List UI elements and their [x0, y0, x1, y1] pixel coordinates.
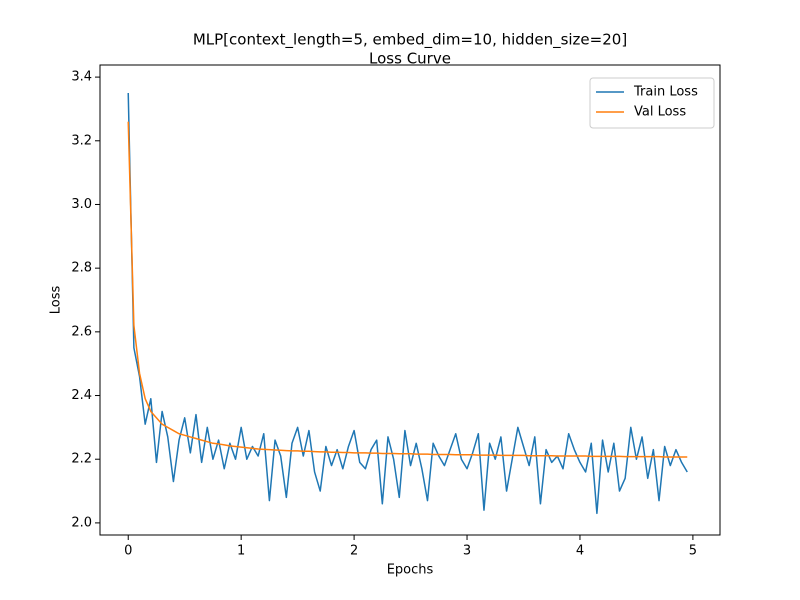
- y-tick-label: 2.8: [71, 261, 92, 276]
- plot-frame: [99, 64, 721, 536]
- y-tick-label: 2.6: [71, 324, 92, 339]
- chart-title: MLP[context_length=5, embed_dim=10, hidd…: [193, 31, 627, 50]
- y-tick-label: 3.0: [71, 197, 92, 212]
- x-axis-label: Epochs: [387, 563, 434, 578]
- y-tick-label: 2.4: [71, 388, 92, 403]
- x-tick-label: 2: [350, 544, 358, 559]
- chart-subtitle: Loss Curve: [369, 50, 451, 68]
- y-tick-label: 3.2: [71, 133, 92, 148]
- legend-label: Train Loss: [633, 85, 698, 100]
- x-tick-label: 4: [576, 544, 584, 559]
- series-line: [127, 93, 688, 515]
- y-tick-label: 3.4: [71, 70, 92, 85]
- y-tick-label: 2.2: [71, 452, 92, 467]
- x-tick-label: 1: [237, 544, 245, 559]
- series-line: [127, 121, 688, 458]
- legend-box: [589, 77, 715, 129]
- x-tick-label: 0: [124, 544, 132, 559]
- y-axis-label: Loss: [49, 286, 64, 315]
- x-tick-label: 3: [463, 544, 471, 559]
- x-tick-label: 5: [689, 544, 697, 559]
- y-tick-label: 2.0: [71, 515, 92, 530]
- legend-label: Val Loss: [634, 105, 686, 120]
